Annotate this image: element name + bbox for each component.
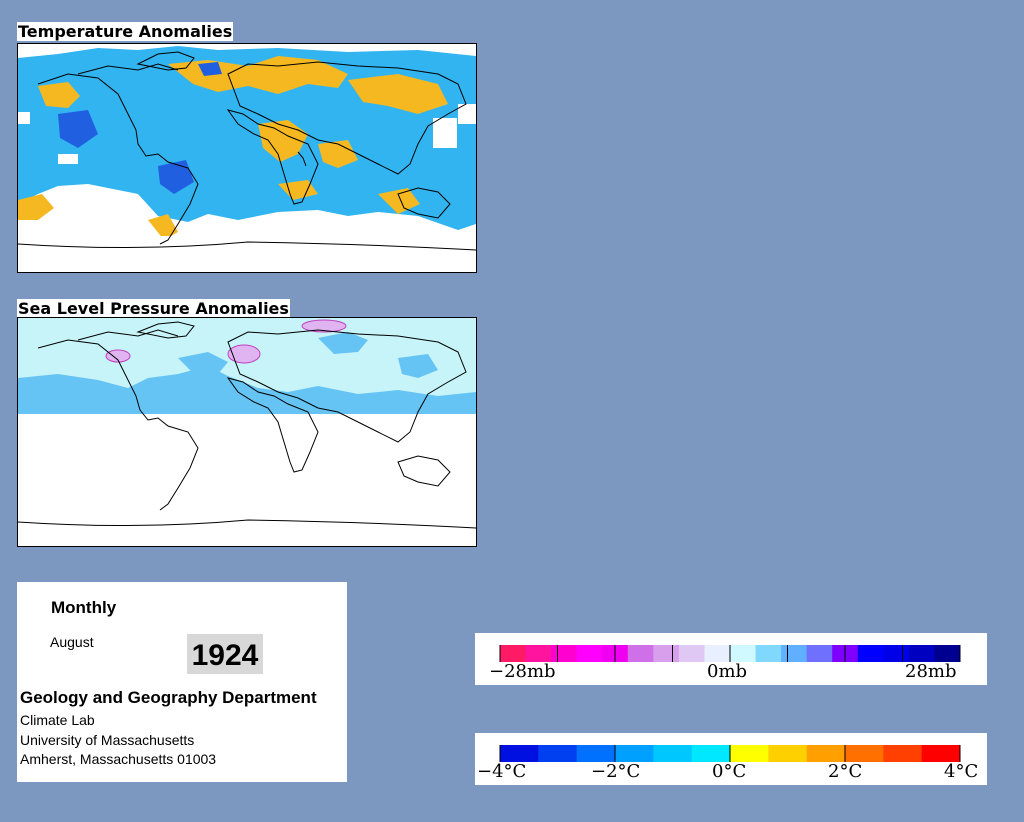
pressure-colorbar-swatch — [755, 645, 782, 662]
pressure-colorbar-swatch — [653, 645, 680, 662]
temperature-legend: −4°C −2°C 0°C 2°C 4°C — [475, 733, 987, 785]
temperature-colorbar-swatch — [883, 745, 923, 762]
pressure-colorbar-swatch — [781, 645, 808, 662]
pressure-colorbar — [499, 645, 961, 662]
temperature-colorbar-swatch — [730, 745, 769, 762]
pressure-tick-zero: 0mb — [707, 661, 748, 682]
month-label: August — [50, 634, 94, 650]
address-label: Amherst, Massachusetts 01003 — [20, 751, 217, 767]
pressure-colorbar-swatch — [883, 645, 910, 662]
pressure-colorbar-swatch — [806, 645, 833, 662]
university-label: University of Massachusetts — [20, 732, 195, 748]
pressure-colorbar-swatch — [500, 645, 527, 662]
temperature-tick-plus4: 4°C — [944, 761, 979, 782]
department-label: Geology and Geography Department — [20, 688, 317, 707]
temperature-tick-minus4: −4°C — [477, 761, 527, 782]
temperature-tick-plus2: 2°C — [828, 761, 863, 782]
temperature-colorbar-swatch — [500, 745, 539, 762]
temperature-colorbar-swatch — [653, 745, 693, 762]
temperature-colorbar-swatch — [921, 745, 961, 762]
temperature-colorbar-swatch — [806, 745, 846, 762]
temperature-map-title: Temperature Anomalies — [17, 22, 234, 41]
pressure-tick-max: 28mb — [905, 661, 957, 682]
temperature-tick-zero: 0°C — [712, 761, 747, 782]
temperature-tick-minus2: −2°C — [591, 761, 641, 782]
pressure-tick-min: −28mb — [489, 661, 556, 682]
pressure-colorbar-swatch — [551, 645, 578, 662]
pressure-colorbar-swatch — [730, 645, 757, 662]
temperature-colorbar-swatch — [615, 745, 654, 762]
temperature-colorbar-swatch — [538, 745, 578, 762]
temperature-colorbar-swatch — [768, 745, 808, 762]
pressure-map-title: Sea Level Pressure Anomalies — [17, 299, 290, 318]
pressure-colorbar-swatch — [678, 645, 705, 662]
pressure-colorbar-swatch — [525, 645, 552, 662]
pressure-legend: −28mb 0mb 28mb — [475, 633, 987, 685]
pressure-colorbar-swatch — [857, 645, 884, 662]
pressure-colorbar-swatch — [704, 645, 731, 662]
temperature-colorbar-swatch — [691, 745, 731, 762]
pressure-colorbar-swatch — [576, 645, 603, 662]
temperature-colorbar-swatch — [845, 745, 884, 762]
temperature-anomaly-map — [17, 43, 477, 273]
pressure-colorbar-swatch — [934, 645, 961, 662]
pressure-anomaly-map — [17, 317, 477, 547]
period-label: Monthly — [51, 598, 117, 617]
lab-label: Climate Lab — [20, 712, 95, 728]
pressure-colorbar-swatch — [908, 645, 935, 662]
temperature-colorbar — [499, 745, 961, 762]
temperature-colorbar-swatch — [576, 745, 616, 762]
info-panel: Monthly August 1924 Geology and Geograph… — [17, 582, 347, 782]
year-label: 1924 — [187, 634, 263, 674]
pressure-colorbar-swatch — [627, 645, 654, 662]
